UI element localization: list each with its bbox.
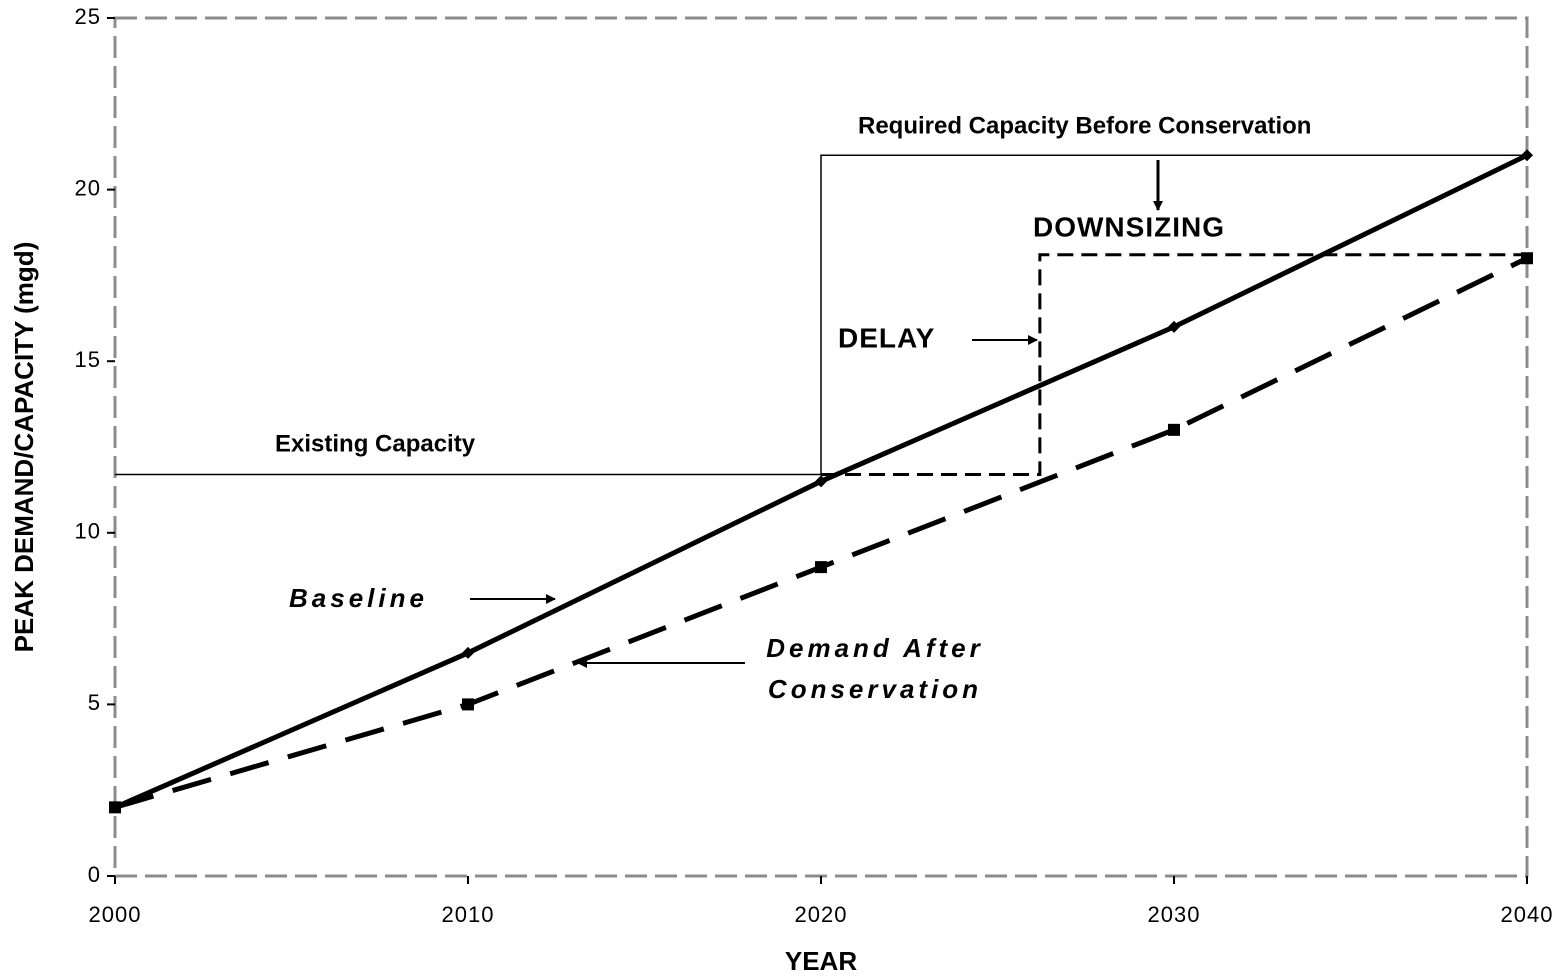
x-tick-label: 2020: [795, 902, 848, 927]
marker: [462, 698, 474, 711]
marker: [109, 801, 121, 814]
annotation: DOWNSIZING: [1033, 211, 1225, 242]
y-tick-label: 10: [75, 519, 101, 544]
x-axis-title: YEAR: [785, 946, 857, 976]
y-tick-label: 0: [88, 862, 101, 887]
annotation: Required Capacity Before Conservation: [858, 112, 1311, 139]
marker: [1521, 149, 1533, 162]
marker: [1168, 320, 1180, 333]
series-label: Demand After Conservation: [766, 633, 984, 704]
y-axis-title: PEAK DEMAND/CAPACITY (mgd): [9, 242, 39, 653]
conserved-capacity-line: [821, 253, 1527, 476]
marker: [1521, 252, 1533, 265]
required-capacity-line: [820, 154, 1527, 475]
marker: [815, 561, 827, 574]
annotation: DELAY: [838, 322, 935, 353]
y-tick-label: 15: [75, 347, 101, 372]
marker: [1168, 423, 1180, 436]
y-tick-label: 20: [75, 175, 101, 200]
series-label: Baseline: [289, 583, 428, 613]
annotation: Existing Capacity: [275, 430, 476, 457]
x-tick-label: 2040: [1501, 902, 1554, 927]
y-tick-label: 25: [75, 4, 101, 29]
x-tick-label: 2030: [1148, 902, 1201, 927]
marker: [462, 646, 474, 659]
x-tick-label: 2000: [89, 902, 142, 927]
x-tick-label: 2010: [442, 902, 495, 927]
marker: [815, 475, 827, 488]
y-tick-label: 5: [88, 690, 101, 715]
